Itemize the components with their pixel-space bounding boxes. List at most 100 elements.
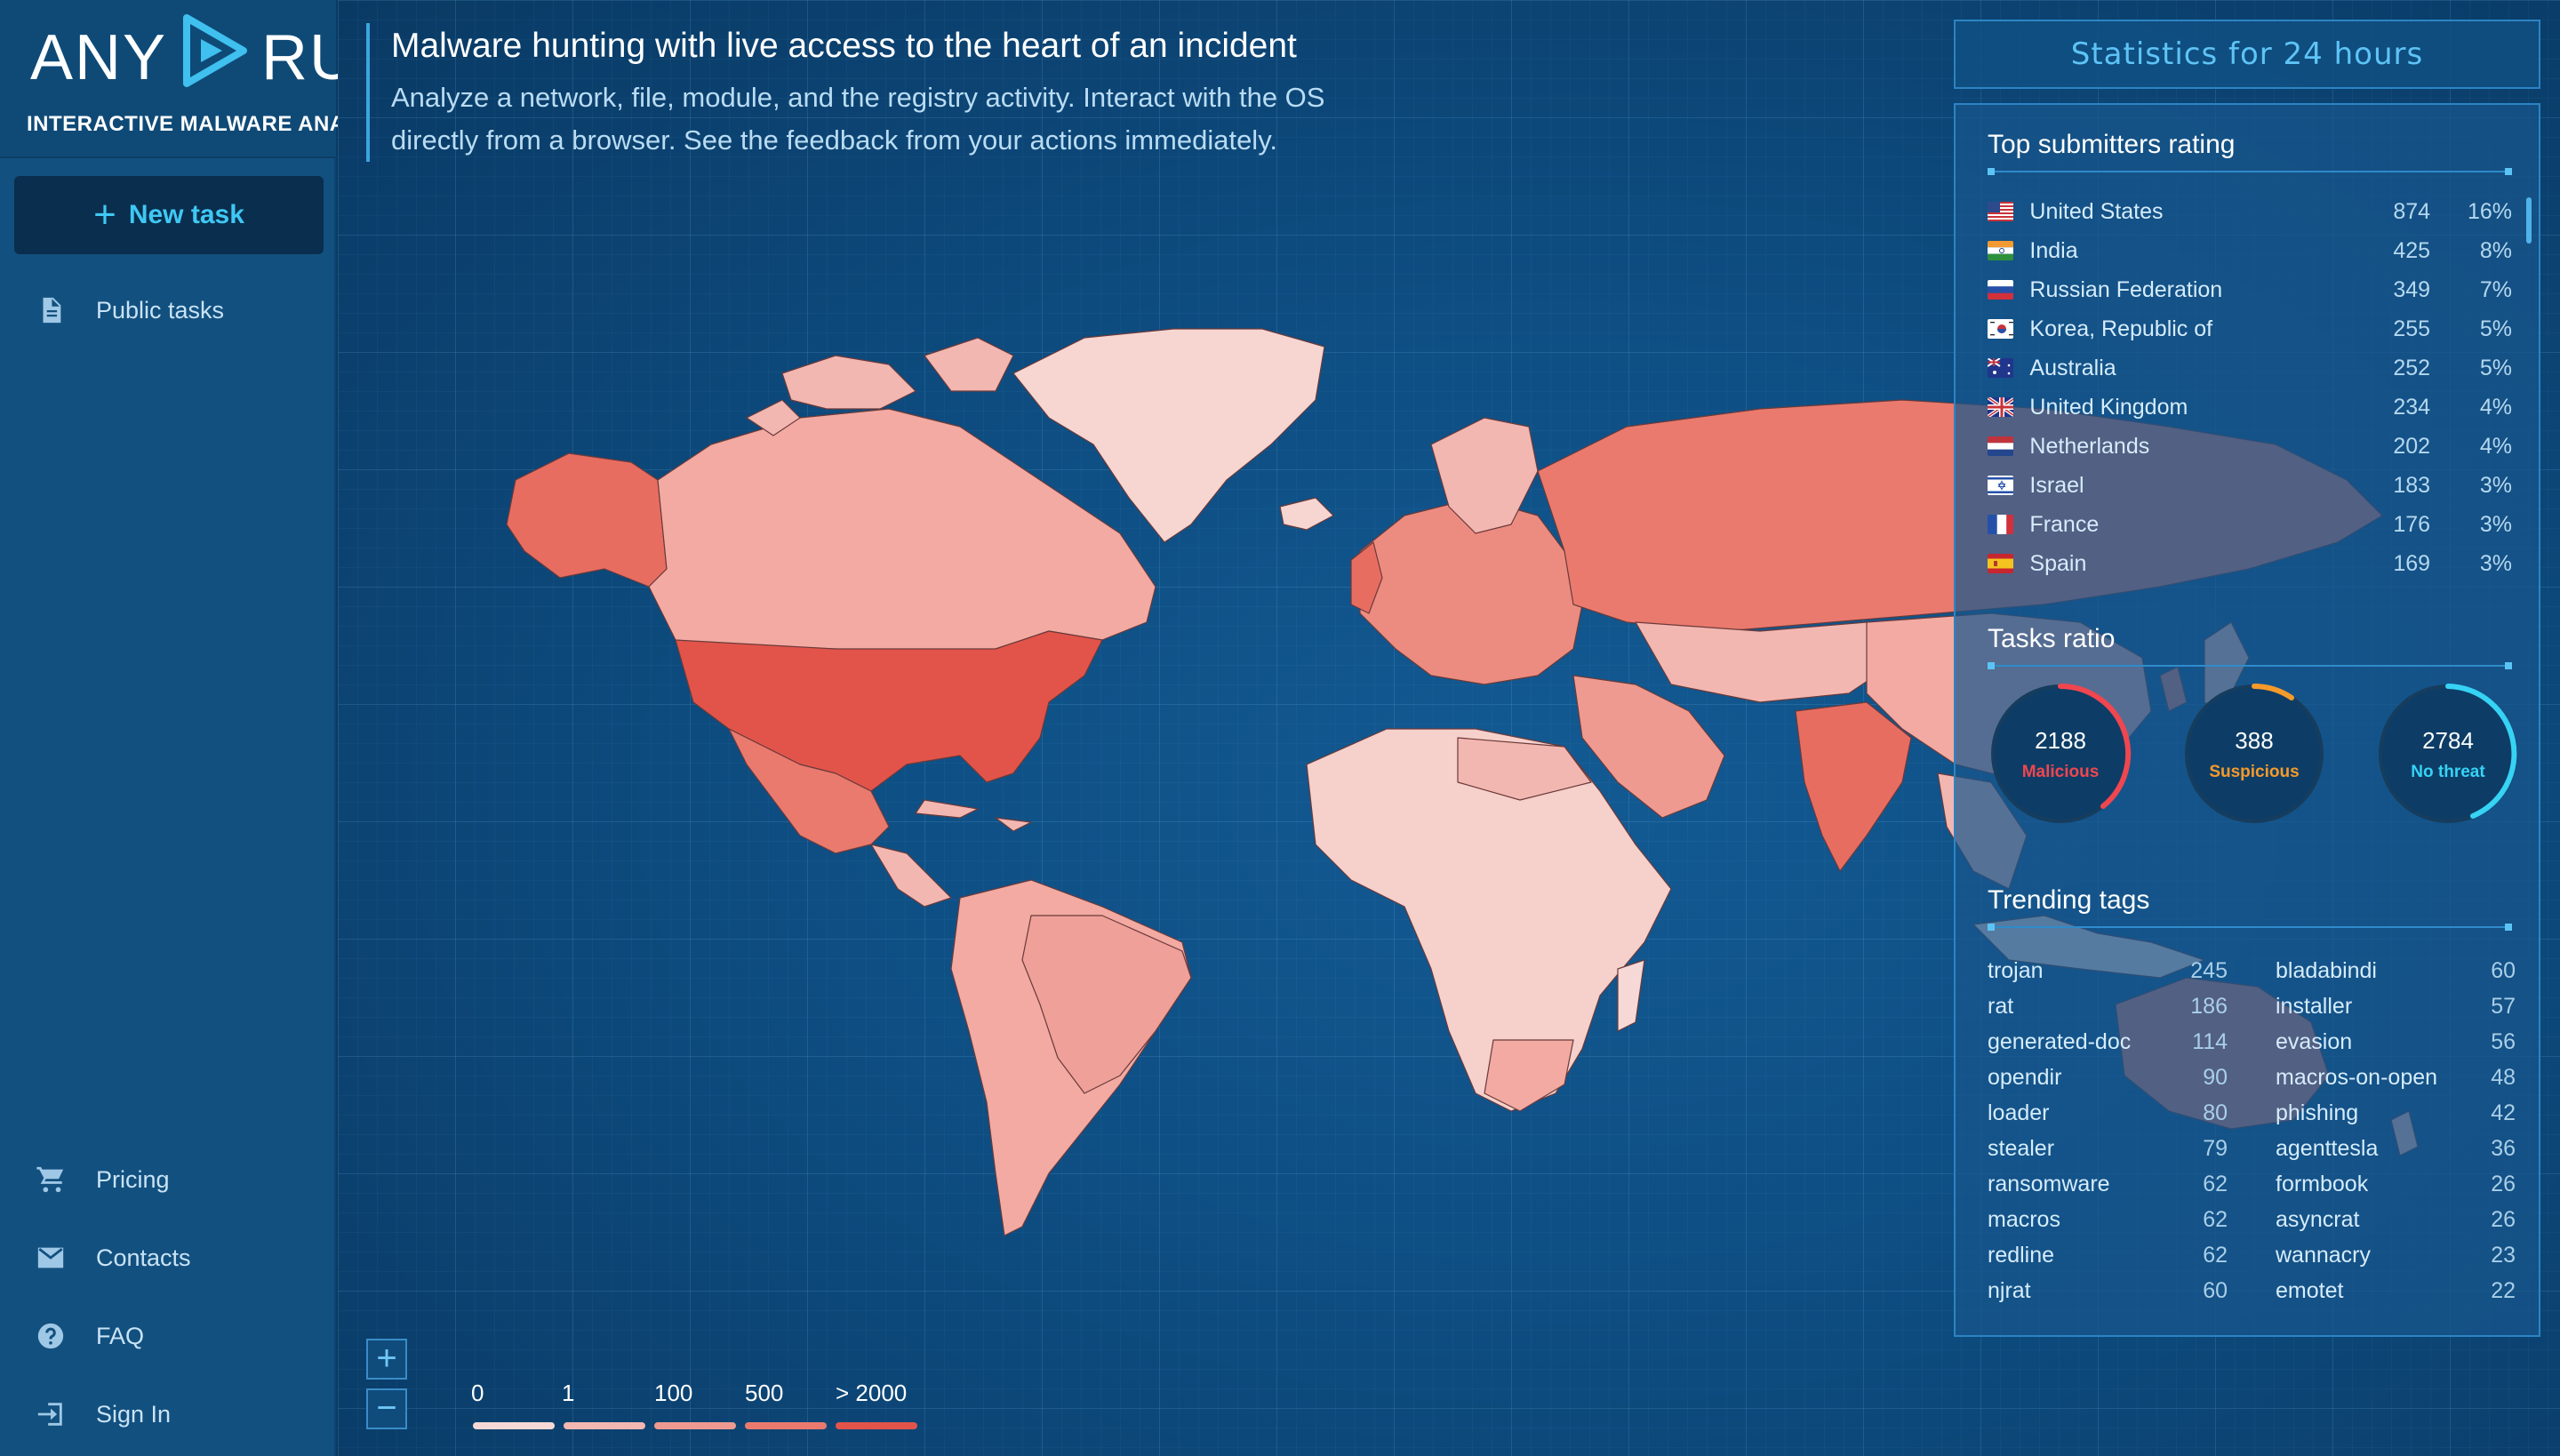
nav-pricing[interactable]: Pricing bbox=[36, 1157, 170, 1202]
submitter-country: France bbox=[2029, 511, 2100, 537]
tag-count: 36 bbox=[2491, 1135, 2516, 1161]
tag-row[interactable]: trojan 245 bbox=[1988, 953, 2228, 988]
tag-name: opendir bbox=[1988, 1064, 2062, 1090]
map-central-america[interactable] bbox=[870, 844, 952, 908]
map-india[interactable] bbox=[1795, 701, 1912, 872]
submitter-percent: 3% bbox=[2479, 472, 2512, 498]
map-uk[interactable] bbox=[1350, 541, 1383, 614]
logo[interactable]: ANY RUN INTERACTIVE MALWARE ANALYSIS bbox=[0, 0, 407, 158]
nav-contacts[interactable]: Contacts bbox=[36, 1236, 191, 1280]
submitter-country: Israel bbox=[2029, 472, 2084, 498]
malicious-gauge bbox=[1991, 683, 2132, 823]
tag-row[interactable]: evasion 56 bbox=[2276, 1024, 2516, 1060]
submitter-count: 183 bbox=[2393, 472, 2431, 498]
map-usa[interactable] bbox=[675, 630, 1103, 792]
mail-icon bbox=[37, 1247, 64, 1268]
tag-row[interactable]: phishing 42 bbox=[2276, 1095, 2516, 1131]
section-divider bbox=[1988, 924, 2512, 931]
map-madagascar[interactable] bbox=[1617, 959, 1645, 1032]
tag-row[interactable]: bladabindi 60 bbox=[2276, 953, 2516, 988]
nav-public-tasks[interactable]: Public tasks bbox=[36, 288, 224, 332]
submitter-percent: 8% bbox=[2479, 237, 2512, 263]
map-middle-east[interactable] bbox=[1572, 675, 1725, 819]
map-scandinavia[interactable] bbox=[1430, 417, 1539, 534]
legend-bar bbox=[836, 1422, 917, 1429]
map-central-asia[interactable] bbox=[1635, 621, 1903, 703]
submitter-percent: 7% bbox=[2479, 276, 2512, 302]
submitter-percent: 3% bbox=[2479, 511, 2512, 537]
legend-label: > 2000 bbox=[836, 1380, 908, 1406]
cart-icon bbox=[36, 1166, 64, 1193]
tag-row[interactable]: rat 186 bbox=[1988, 988, 2228, 1024]
tag-name: agenttesla bbox=[2276, 1135, 2379, 1161]
tag-row[interactable]: macros-on-open 48 bbox=[2276, 1060, 2516, 1095]
tag-row[interactable]: loader 80 bbox=[1988, 1095, 2228, 1131]
tag-count: 60 bbox=[2203, 1277, 2228, 1303]
submitter-row: Netherlands 202 4% bbox=[1988, 427, 2512, 466]
submitter-count: 202 bbox=[2393, 433, 2431, 459]
zoom-out-button[interactable]: − bbox=[366, 1388, 407, 1429]
malicious-label: Malicious bbox=[2021, 763, 2100, 781]
tag-row[interactable]: formbook 26 bbox=[2276, 1166, 2516, 1202]
map-greenland[interactable] bbox=[1012, 328, 1325, 543]
map-caribbean[interactable] bbox=[915, 799, 1032, 832]
submitter-percent: 5% bbox=[2479, 355, 2512, 380]
legend-bar bbox=[654, 1422, 736, 1429]
sidebar: ANY RUN INTERACTIVE MALWARE ANALYSIS + N… bbox=[0, 0, 407, 1456]
in-flag bbox=[1988, 241, 2014, 260]
fr-flag bbox=[1988, 515, 2014, 534]
tag-count: 57 bbox=[2491, 993, 2516, 1019]
tag-row[interactable]: wannacry 23 bbox=[2276, 1237, 2516, 1273]
submitter-country: Netherlands bbox=[2029, 433, 2150, 459]
tag-name: wannacry bbox=[2276, 1242, 2371, 1268]
tag-row[interactable]: redline 62 bbox=[1988, 1237, 2228, 1273]
es-flag bbox=[1988, 554, 2014, 573]
kr-flag bbox=[1988, 319, 2014, 339]
tag-row[interactable]: ransomware 62 bbox=[1988, 1166, 2228, 1202]
legend-bar bbox=[564, 1422, 645, 1429]
nav-faq[interactable]: FAQ bbox=[36, 1314, 144, 1358]
map-alaska[interactable] bbox=[506, 452, 668, 588]
tag-row[interactable]: macros 62 bbox=[1988, 1202, 2228, 1237]
submitter-percent: 5% bbox=[2479, 316, 2512, 341]
map-south-africa[interactable] bbox=[1484, 1039, 1574, 1112]
stats-panel: Top submitters rating United States 874 16… bbox=[1954, 103, 2540, 1337]
map-canada-islands[interactable] bbox=[746, 337, 1014, 436]
tag-name: macros-on-open bbox=[2276, 1064, 2438, 1090]
tag-name: ransomware bbox=[1988, 1171, 2110, 1196]
au-flag bbox=[1988, 358, 2014, 378]
submitter-count: 874 bbox=[2393, 198, 2431, 224]
submitter-row: Spain 169 3% bbox=[1988, 544, 2512, 583]
nav-sign-in[interactable]: Sign In bbox=[36, 1392, 171, 1436]
tag-row[interactable]: installer 57 bbox=[2276, 988, 2516, 1024]
submitter-row: Israel 183 3% bbox=[1988, 466, 2512, 505]
tag-row[interactable]: opendir 90 bbox=[1988, 1060, 2228, 1095]
submitter-row: United Kingdom 234 4% bbox=[1988, 388, 2512, 427]
tag-row[interactable]: njrat 60 bbox=[1988, 1273, 2228, 1308]
headline-description: Analyze a network, file, module, and the… bbox=[391, 82, 1325, 156]
new-task-button[interactable]: + New task bbox=[14, 176, 324, 254]
map-brazil[interactable] bbox=[1021, 915, 1192, 1094]
tag-count: 80 bbox=[2203, 1100, 2228, 1125]
map-north-africa[interactable] bbox=[1457, 737, 1592, 801]
tag-row[interactable]: stealer 79 bbox=[1988, 1131, 2228, 1166]
tag-count: 26 bbox=[2491, 1206, 2516, 1232]
submitter-row: France 176 3% bbox=[1988, 505, 2512, 544]
submitter-count: 255 bbox=[2393, 316, 2431, 341]
submitters-scrollbar[interactable] bbox=[2526, 197, 2532, 244]
submitter-country: United States bbox=[2029, 198, 2164, 224]
map-canada[interactable] bbox=[648, 408, 1156, 659]
map-iceland[interactable] bbox=[1279, 497, 1334, 531]
tag-count: 26 bbox=[2491, 1171, 2516, 1196]
tag-count: 56 bbox=[2491, 1028, 2516, 1054]
tag-name: trojan bbox=[1988, 957, 2044, 983]
tag-count: 62 bbox=[2203, 1242, 2228, 1268]
zoom-in-button[interactable]: + bbox=[366, 1339, 407, 1380]
tag-row[interactable]: asyncrat 26 bbox=[2276, 1202, 2516, 1237]
no-threat-ring: 2784 No threat bbox=[2375, 681, 2521, 827]
tag-row[interactable]: generated-doc 114 bbox=[1988, 1024, 2228, 1060]
tag-row[interactable]: agenttesla 36 bbox=[2276, 1131, 2516, 1166]
tag-row[interactable]: emotet 22 bbox=[2276, 1273, 2516, 1308]
legend-bar bbox=[745, 1422, 827, 1429]
tag-name: installer bbox=[2276, 993, 2353, 1019]
